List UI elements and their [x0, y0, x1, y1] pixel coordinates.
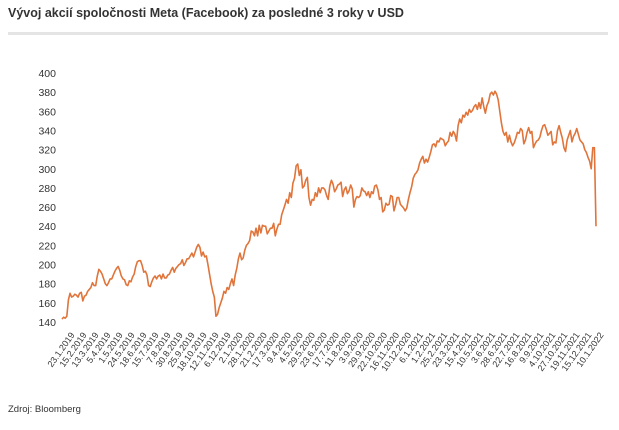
- price-series: [61, 90, 597, 320]
- source-note: Zdroj: Bloomberg: [8, 404, 81, 415]
- y-tick-label: 380: [38, 87, 56, 99]
- y-tick-label: 360: [38, 106, 56, 118]
- chart-title: Vývoj akcií spoločnosti Meta (Facebook) …: [8, 6, 404, 20]
- y-tick-label: 280: [38, 183, 56, 195]
- y-tick-label: 240: [38, 221, 56, 233]
- y-tick-label: 160: [38, 298, 56, 310]
- price-line: [61, 90, 597, 320]
- title-divider: [8, 32, 608, 35]
- y-tick-label: 400: [38, 68, 56, 80]
- y-tick-label: 340: [38, 125, 56, 137]
- y-tick-label: 260: [38, 202, 56, 214]
- y-tick-label: 140: [38, 317, 56, 329]
- x-axis-tick-labels: 23.1.201915.2.201913.3.20195.4.20191.5.2…: [45, 330, 605, 373]
- y-tick-label: 300: [38, 164, 56, 176]
- y-tick-label: 220: [38, 240, 56, 252]
- y-tick-label: 180: [38, 279, 56, 291]
- y-tick-label: 320: [38, 145, 56, 157]
- line-chart: 140 160 180 200 220 240 260 280 300 320 340 360 380 4…: [38, 68, 605, 373]
- y-axis-tick-labels: 140 160 180 200 220 240 260 280 300 320 340 360 380 4…: [38, 68, 56, 329]
- y-tick-label: 200: [38, 260, 56, 272]
